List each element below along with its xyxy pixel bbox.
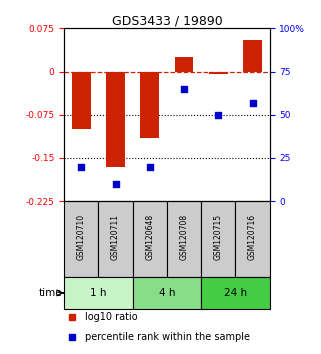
Text: log10 ratio: log10 ratio — [85, 312, 137, 322]
Bar — [133, 277, 201, 309]
Text: GSM120715: GSM120715 — [214, 214, 223, 261]
Bar — [243, 40, 262, 72]
Text: GSM120708: GSM120708 — [179, 214, 188, 261]
Point — [113, 181, 118, 187]
Point — [181, 86, 187, 92]
Bar — [209, 72, 228, 74]
Bar — [201, 201, 235, 277]
Bar — [235, 201, 270, 277]
Bar — [64, 277, 133, 309]
Title: GDS3433 / 19890: GDS3433 / 19890 — [111, 14, 222, 27]
Text: 1 h: 1 h — [90, 288, 107, 298]
Text: GSM120710: GSM120710 — [77, 214, 86, 261]
Bar — [201, 277, 270, 309]
Text: percentile rank within the sample: percentile rank within the sample — [85, 332, 250, 342]
Bar — [64, 201, 99, 277]
Bar — [167, 201, 201, 277]
Text: time: time — [39, 288, 63, 298]
Bar — [175, 57, 194, 72]
Text: GSM120716: GSM120716 — [248, 214, 257, 261]
Bar — [99, 201, 133, 277]
Point — [216, 112, 221, 118]
Bar — [140, 72, 159, 138]
Bar — [72, 72, 91, 129]
Text: GSM120711: GSM120711 — [111, 215, 120, 261]
Point — [147, 164, 152, 170]
Text: 24 h: 24 h — [224, 288, 247, 298]
Point — [250, 100, 255, 105]
Text: GSM120648: GSM120648 — [145, 214, 154, 261]
Bar — [133, 201, 167, 277]
Bar — [106, 72, 125, 167]
Point — [79, 164, 84, 170]
Text: 4 h: 4 h — [159, 288, 175, 298]
